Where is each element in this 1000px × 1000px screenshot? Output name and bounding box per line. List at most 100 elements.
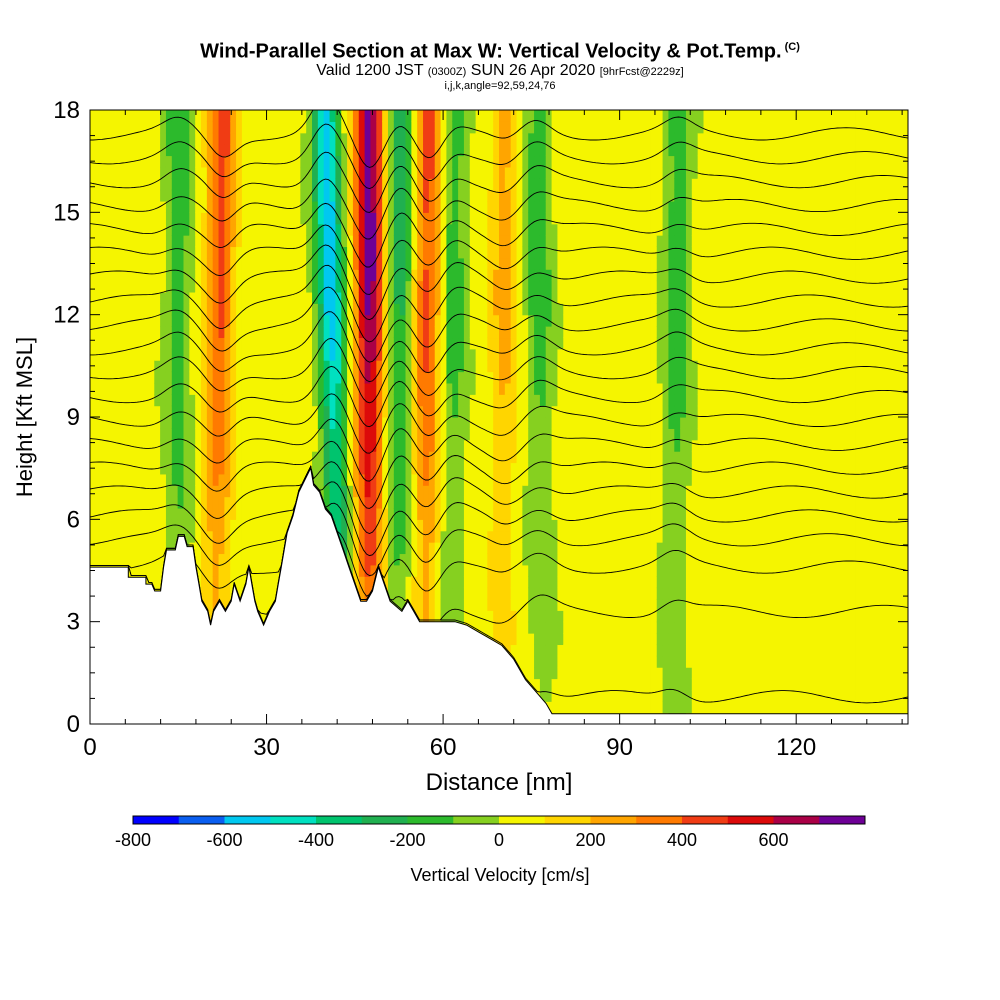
field-cell [586,655,594,668]
field-cell [271,507,278,520]
field-cell [487,144,494,157]
field-cell [574,303,582,316]
field-cell [276,223,284,236]
field-cell [154,155,161,168]
field-cell [598,303,605,316]
field-cell [329,269,336,282]
field-cell [370,439,377,452]
field-cell [95,257,103,270]
field-cell [148,246,155,259]
field-cell [598,462,605,475]
field-cell [160,530,167,543]
field-cell [469,417,477,429]
field-cell [136,439,144,452]
field-cell [539,485,547,498]
field-cell [259,507,266,520]
field-cell [487,303,494,316]
field-cell [177,314,185,327]
field-cell [212,189,220,202]
field-cell [271,371,278,384]
field-cell [621,655,629,668]
field-cell [423,576,430,589]
field-cell [312,451,319,464]
field-cell [236,337,243,350]
field-cell [236,155,243,168]
field-cell [183,428,190,441]
field-cell [236,246,243,259]
field-cell [621,519,629,532]
field-cell [142,144,150,157]
field-cell [592,485,599,498]
field-cell [206,553,214,566]
field-cell [621,189,629,202]
field-cell [364,314,372,327]
field-cell [358,121,366,134]
field-cell [142,155,150,168]
field-cell [510,451,518,464]
field-cell [347,189,354,202]
field-cell [557,178,564,191]
field-cell [528,621,535,634]
field-cell [399,166,407,179]
field-cell [563,132,570,145]
field-cell [399,348,407,361]
field-cell [253,519,261,532]
field-cell [195,553,202,566]
field-cell [446,542,453,555]
field-cell [551,246,559,259]
field-cell [130,257,138,270]
field-cell [218,382,225,395]
field-cell [580,189,588,202]
field-cell [592,701,599,714]
field-cell [621,667,629,680]
field-cell [580,610,588,623]
field-cell [218,189,225,202]
field-cell [171,530,179,543]
field-cell [125,178,132,191]
field-cell [271,257,278,270]
field-cell [411,439,418,452]
field-cell [440,314,448,327]
field-cell [627,519,634,532]
field-cell [458,553,465,566]
field-cell [265,337,272,350]
field-cell [90,337,97,350]
field-cell [399,394,407,407]
field-cell [101,166,109,179]
field-cell [499,633,506,646]
field-cell [428,507,436,520]
field-cell [522,257,529,270]
field-cell [125,110,132,122]
field-cell [352,178,360,191]
field-cell [230,212,237,225]
field-cell [154,428,161,441]
field-cell [107,428,114,441]
field-cell [212,462,220,475]
field-cell [610,439,617,452]
field-cell [113,519,120,532]
field-cell [504,155,512,168]
field-cell [387,200,395,213]
field-cell [236,496,243,509]
field-cell [405,542,412,555]
field-cell [580,246,588,259]
field-cell [545,542,553,555]
field-cell [428,371,436,384]
field-cell [165,132,173,145]
field-cell [329,189,336,202]
field-cell [534,644,541,657]
field-cell [528,439,535,452]
field-cell [90,405,97,418]
field-cell [382,496,389,509]
field-cell [90,382,97,395]
field-cell [358,417,366,429]
field-cell [206,303,214,316]
field-cell [130,553,138,566]
field-cell [428,360,436,373]
field-cell [440,394,448,407]
field-cell [160,405,167,418]
field-cell [580,496,588,509]
field-cell [440,212,448,225]
field-cell [586,110,594,122]
field-cell [148,530,155,543]
